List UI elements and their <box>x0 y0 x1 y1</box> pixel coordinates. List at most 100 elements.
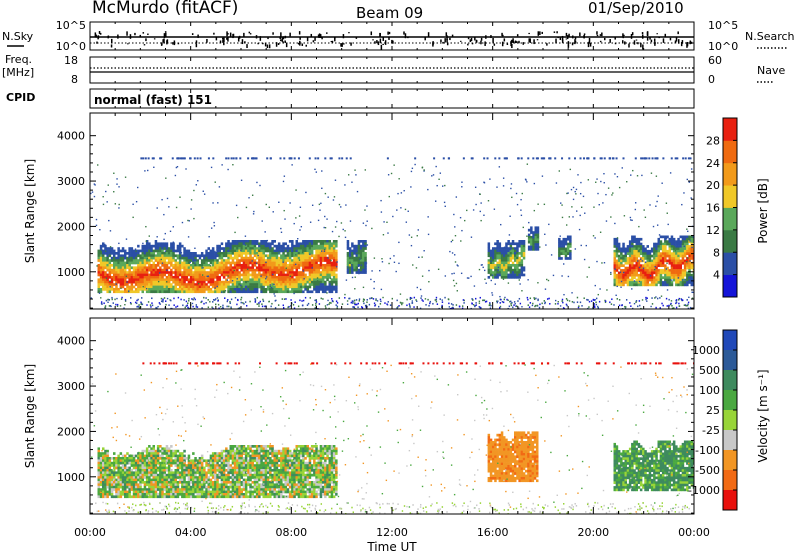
scatter-point <box>638 280 641 283</box>
data-cell <box>185 254 188 258</box>
data-cell <box>675 264 678 267</box>
nsky-sample <box>226 37 228 40</box>
data-cell <box>332 268 336 272</box>
data-cell <box>187 273 191 277</box>
data-cell <box>615 242 619 246</box>
scatter-point <box>666 212 668 214</box>
nave-tick-low: 0 <box>708 73 715 86</box>
data-cell <box>362 252 365 255</box>
data-cell <box>159 283 162 286</box>
ground-point <box>226 305 228 308</box>
data-cell <box>326 240 329 243</box>
data-cell <box>299 288 303 291</box>
data-cell <box>308 266 312 270</box>
data-cell <box>646 278 649 282</box>
data-cell <box>132 254 136 258</box>
data-cell <box>258 249 261 253</box>
ground-point <box>675 299 678 301</box>
ground-point <box>374 304 376 307</box>
data-cell <box>355 261 358 265</box>
data-cell <box>679 283 682 287</box>
nsky-sample <box>298 31 301 35</box>
data-cell <box>683 261 687 265</box>
data-cell <box>679 264 682 267</box>
scatter-point <box>194 262 196 264</box>
data-cell <box>620 252 623 255</box>
data-cell <box>286 273 290 277</box>
data-cell <box>266 278 270 282</box>
scatter-point <box>571 292 573 294</box>
data-cell <box>211 285 215 289</box>
data-cell <box>646 273 649 277</box>
data-cell <box>357 240 361 243</box>
data-cell <box>124 254 127 258</box>
nsky-sample <box>490 35 492 39</box>
scatter-point <box>142 242 144 245</box>
data-cell <box>681 261 685 265</box>
data-cell <box>615 276 619 279</box>
data-cell <box>498 266 502 270</box>
data-cell <box>286 268 290 272</box>
data-cell <box>269 268 272 272</box>
scatter-point <box>362 222 365 224</box>
data-cell <box>222 283 226 286</box>
data-cell <box>152 280 155 284</box>
data-cell <box>282 244 285 248</box>
data-cell <box>143 256 147 260</box>
data-cell <box>134 283 138 286</box>
data-cell <box>626 249 630 253</box>
scatter-point <box>256 181 258 184</box>
scatter-point <box>231 280 234 282</box>
data-cell <box>668 245 671 248</box>
data-cell <box>117 261 120 265</box>
data-cell <box>631 273 634 277</box>
data-cell <box>260 280 263 284</box>
data-cell <box>688 240 691 243</box>
data-cell <box>672 259 676 263</box>
data-cell <box>661 252 665 255</box>
data-cell <box>102 252 105 255</box>
ground-point <box>639 304 641 307</box>
ground-point <box>422 300 424 302</box>
scatter-point <box>491 292 493 294</box>
data-cell <box>503 271 506 274</box>
data-cell <box>102 280 105 284</box>
data-cell <box>244 259 248 262</box>
data-cell <box>218 268 221 272</box>
scatter-point <box>386 221 388 224</box>
data-cell <box>624 247 627 251</box>
data-cell <box>670 269 674 272</box>
data-cell <box>355 247 358 250</box>
nsky-sample <box>467 36 470 40</box>
data-cell <box>351 254 354 258</box>
data-cell <box>530 238 533 242</box>
data-cell <box>317 290 320 294</box>
data-cell <box>229 249 232 253</box>
nave-label: Nave <box>757 64 785 77</box>
range-line-point <box>247 157 250 160</box>
data-cell <box>672 257 676 260</box>
ground-point <box>176 305 179 308</box>
data-cell <box>690 257 693 260</box>
ground-point <box>137 298 139 301</box>
scatter-point <box>502 278 505 280</box>
data-cell <box>288 256 292 260</box>
data-cell <box>291 254 294 258</box>
data-cell <box>165 283 169 286</box>
data-cell <box>236 271 239 274</box>
data-cell <box>277 261 281 265</box>
data-cell <box>522 273 526 277</box>
ground-point <box>432 302 434 305</box>
data-cell <box>328 264 331 267</box>
scatter-point <box>516 203 519 206</box>
data-cell <box>326 273 329 277</box>
data-cell <box>225 280 228 284</box>
scatter-point <box>570 188 573 191</box>
data-cell <box>282 290 285 294</box>
ground-point <box>281 298 283 300</box>
data-cell <box>622 242 625 246</box>
data-cell <box>134 280 138 284</box>
scatter-point <box>483 182 486 184</box>
scatter-point <box>132 203 134 206</box>
scatter-point <box>533 209 536 212</box>
